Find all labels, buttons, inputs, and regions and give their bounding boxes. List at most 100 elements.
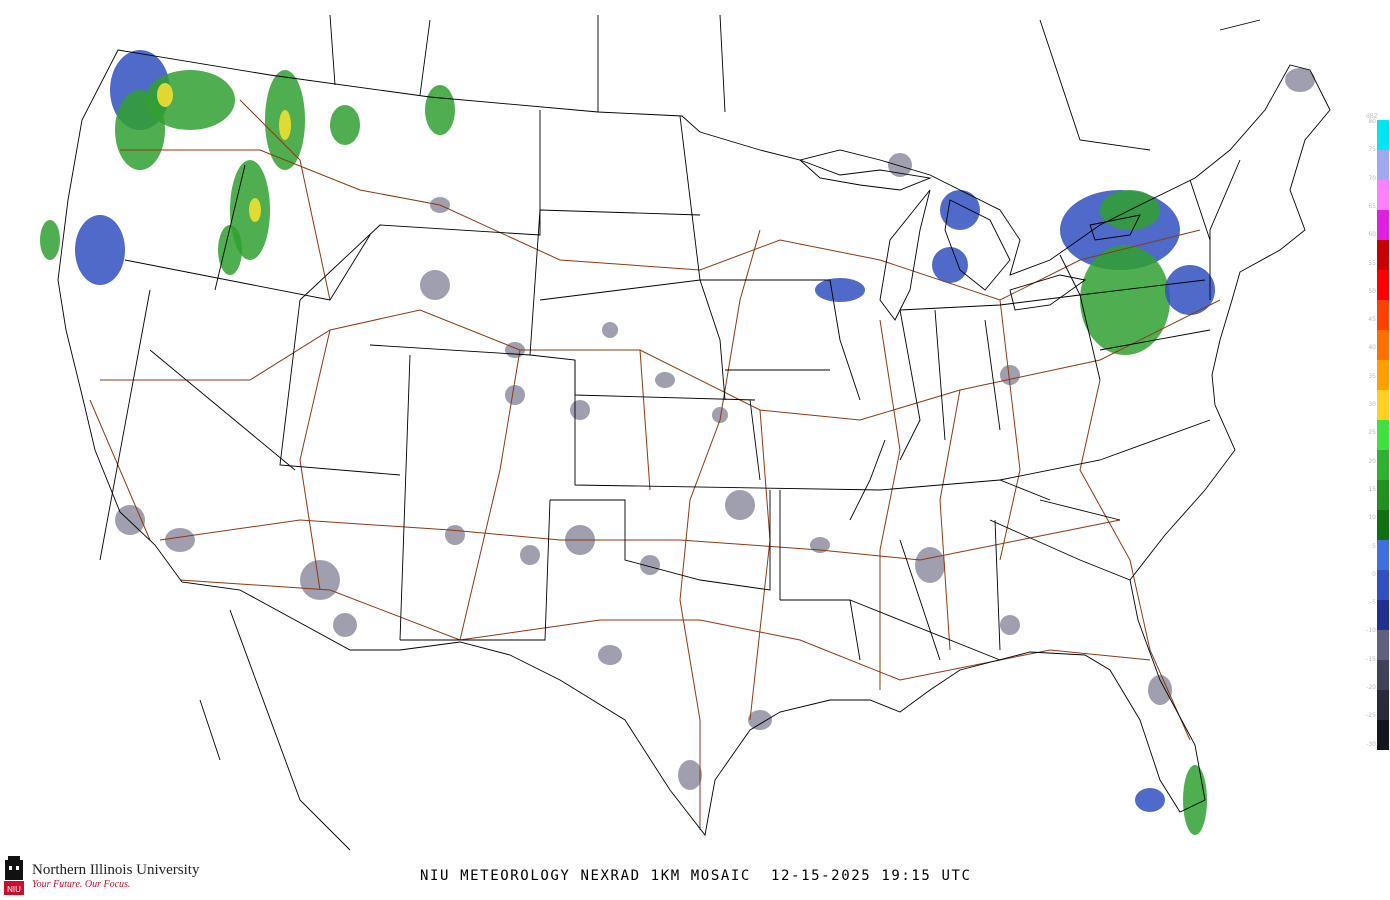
radar-echo xyxy=(115,505,145,535)
legend-label: 70 xyxy=(1368,174,1376,182)
state-border xyxy=(899,539,941,661)
lake-michigan xyxy=(879,189,931,321)
radar-echo xyxy=(300,560,340,600)
niu-seal-icon: NIU xyxy=(2,856,26,896)
highway xyxy=(879,319,901,690)
radar-echo xyxy=(40,220,60,260)
state-border xyxy=(1079,279,1206,296)
legend-label: 20 xyxy=(1368,457,1376,465)
foreign-border xyxy=(199,14,1261,851)
radar-echo xyxy=(725,490,755,520)
state-border xyxy=(1209,159,1241,300)
radar-echo xyxy=(330,105,360,145)
lake-erie xyxy=(1009,274,1087,311)
radar-echoes xyxy=(40,50,1315,835)
state-border xyxy=(279,299,401,476)
state-border xyxy=(1059,254,1081,296)
state-border xyxy=(849,439,886,521)
state-borders xyxy=(57,14,1331,851)
lake-ontario xyxy=(1089,214,1141,241)
highway xyxy=(459,349,521,641)
legend-label: 50 xyxy=(1368,287,1376,295)
radar-echo xyxy=(420,270,450,300)
radar-echo xyxy=(333,613,357,637)
highway xyxy=(679,229,761,830)
legend-color-bar xyxy=(1377,120,1389,750)
state-border xyxy=(679,115,701,281)
state-border xyxy=(539,279,726,401)
state-border xyxy=(1079,294,1101,381)
radar-echo xyxy=(165,528,195,552)
radar-echo xyxy=(115,90,165,170)
legend-label: 25 xyxy=(1368,429,1376,437)
dbz-color-legend: dBZ 80 75 70 65 60 55 50 45 40 35 30 25 20 15 10 5 0 -5 -1… xyxy=(1362,113,1390,750)
radar-echo xyxy=(1165,265,1215,315)
radar-echo xyxy=(810,537,830,553)
legend-label: 30 xyxy=(1368,401,1376,408)
highway xyxy=(639,349,651,491)
highway xyxy=(100,299,1221,421)
state-border xyxy=(899,294,1081,311)
radar-echo xyxy=(1000,615,1020,635)
radar-echo xyxy=(249,198,261,222)
state-border xyxy=(989,519,1131,581)
highway xyxy=(939,389,961,651)
highway xyxy=(159,519,1121,561)
state-border xyxy=(400,499,551,641)
michigan-lower xyxy=(944,199,1011,291)
radar-echo xyxy=(75,215,125,285)
legend-label: -5 xyxy=(1370,599,1376,607)
state-border xyxy=(780,599,861,661)
legend-label: 35 xyxy=(1368,372,1376,380)
radar-echo xyxy=(748,710,772,730)
state-border xyxy=(214,164,246,291)
state-border xyxy=(1099,329,1211,351)
legend-label: -20 xyxy=(1366,684,1376,691)
radar-echo xyxy=(157,83,173,107)
legend-label: 15 xyxy=(1368,485,1376,493)
highway xyxy=(749,409,771,721)
legend-label: 45 xyxy=(1368,316,1376,324)
state-border xyxy=(899,309,921,461)
legend-label: 75 xyxy=(1368,146,1376,154)
legend-label: 5 xyxy=(1372,542,1376,550)
highway xyxy=(999,299,1021,561)
state-border xyxy=(149,349,296,471)
radar-echo xyxy=(425,85,455,135)
state-border xyxy=(99,289,151,561)
radar-echo xyxy=(520,545,540,565)
radar-echo xyxy=(712,407,728,423)
legend-label: -30 xyxy=(1366,740,1376,748)
highway xyxy=(120,149,1201,301)
us-outline xyxy=(57,49,1331,837)
radar-echo xyxy=(445,525,465,545)
radar-echo xyxy=(915,547,945,583)
state-border xyxy=(999,419,1211,481)
radar-echo xyxy=(1183,765,1207,835)
legend-label: -10 xyxy=(1366,627,1376,635)
radar-echo xyxy=(678,760,702,790)
radar-echo xyxy=(570,400,590,420)
state-border xyxy=(700,279,861,401)
state-border xyxy=(124,234,371,301)
state-border xyxy=(879,479,1051,501)
radar-echo xyxy=(1080,245,1170,355)
legend-label: 40 xyxy=(1368,344,1376,352)
university-name: Northern Illinois University xyxy=(32,862,200,878)
legend-label: 0 xyxy=(1372,570,1376,578)
state-border xyxy=(1039,499,1121,521)
highway xyxy=(239,99,331,301)
state-border xyxy=(984,319,1001,431)
niu-logo: NIU Northern Illinois University Your Fu… xyxy=(2,856,199,896)
radar-echo xyxy=(655,372,675,388)
state-border xyxy=(749,399,761,481)
radar-echo xyxy=(1285,68,1315,92)
radar-echo xyxy=(505,385,525,405)
highway xyxy=(299,329,331,591)
legend-label: 55 xyxy=(1368,259,1376,267)
legend-label: 65 xyxy=(1368,202,1376,210)
legend-label: 80 xyxy=(1368,118,1376,125)
radar-echo xyxy=(218,225,242,275)
state-border xyxy=(399,354,411,641)
